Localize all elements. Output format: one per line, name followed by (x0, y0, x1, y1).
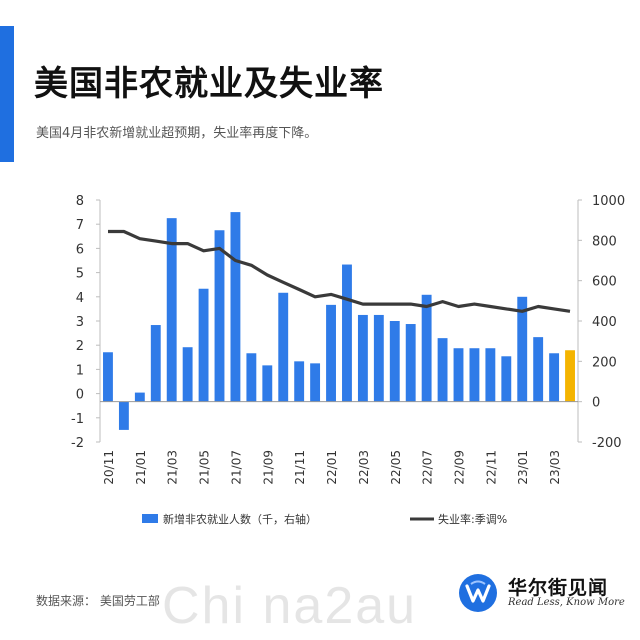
legend-bar-swatch (142, 514, 158, 523)
y-left-tick-label: 5 (76, 267, 84, 282)
y-right-tick-label: 400 (592, 315, 617, 330)
bar (310, 363, 321, 402)
bar (182, 347, 193, 402)
x-tick-label: 22/05 (389, 450, 403, 485)
bar (246, 353, 257, 402)
bar (198, 288, 209, 402)
legend-bar-label: 新增非农就业人数（千，右轴） (163, 512, 317, 526)
bar (166, 218, 177, 402)
bar (501, 356, 512, 402)
y-right-tick-label: 600 (592, 275, 617, 290)
bar (389, 321, 400, 402)
x-tick-label: 21/05 (198, 450, 212, 485)
y-right-tick-label: 200 (592, 355, 617, 370)
bar (549, 353, 560, 402)
y-left-tick-label: 4 (76, 291, 84, 306)
bar (118, 401, 129, 430)
data-source: 数据来源： 美国劳工部 (36, 594, 160, 608)
bar (278, 292, 289, 402)
x-tick-label: 23/01 (516, 450, 530, 485)
y-left-tick-label: 6 (76, 242, 84, 257)
x-tick-label: 21/01 (134, 450, 148, 485)
bar (342, 264, 352, 402)
brand-logo-icon (459, 574, 497, 612)
brand-slogan: Read Less, Know More (508, 597, 625, 608)
bar (103, 352, 113, 402)
y-left-tick-label: 8 (76, 194, 84, 209)
accent-bar (0, 26, 14, 162)
x-tick-label: 21/11 (293, 450, 307, 485)
x-tick-label: 22/01 (325, 450, 339, 485)
bar (421, 294, 432, 402)
y-left-tick-label: 0 (76, 388, 84, 403)
bar (565, 350, 575, 402)
x-tick-label: 20/11 (102, 450, 116, 485)
chart: -2 -1 0 1 2 3 4 5 6 7 8 -200 0 200 400 600 800 1000 20/11 2… (71, 194, 625, 526)
x-tick-label: 21/09 (261, 450, 275, 485)
watermark: Chi na2au (162, 577, 418, 635)
bar (294, 361, 305, 402)
x-tick-label: 21/03 (166, 450, 180, 485)
bar (437, 338, 448, 402)
y-left-tick-label: 1 (76, 363, 84, 378)
y-left-tick-label: -2 (71, 436, 84, 451)
x-tick-label: 22/07 (421, 450, 435, 485)
brand: 华尔街见闻 Read Less, Know More (458, 573, 630, 613)
y-right-tick-label: 800 (592, 234, 617, 249)
unemployment-line (108, 229, 571, 313)
bar (469, 348, 480, 402)
y-right-tick-label: 0 (592, 396, 600, 411)
bar (357, 314, 368, 402)
bar (326, 304, 336, 402)
x-tick-label: 22/09 (453, 450, 467, 485)
bar (453, 348, 464, 402)
bar (150, 325, 161, 402)
bar (134, 392, 145, 402)
bar (214, 230, 225, 402)
x-tick-label: 22/11 (484, 450, 498, 485)
y-left-tick-label: 3 (76, 315, 84, 330)
bar (373, 314, 384, 402)
x-tick-label: 23/03 (548, 450, 562, 485)
bar (533, 337, 544, 402)
x-tick-label: 21/07 (229, 450, 243, 485)
brand-name: 华尔街见闻 (508, 577, 609, 599)
y-left-tick-label: 7 (76, 218, 84, 233)
bar (405, 324, 416, 402)
legend-line-label: 失业率:季调% (438, 512, 507, 526)
y-right-tick-label: -200 (592, 436, 622, 451)
page-title: 美国非农就业及失业率 (34, 64, 384, 104)
bar (517, 296, 528, 402)
x-tick-label: 22/03 (357, 450, 371, 485)
y-left-tick-label: -1 (71, 412, 84, 427)
page-subtitle: 美国4月非农新增就业超预期，失业率再度下降。 (36, 126, 318, 141)
bar (230, 212, 241, 402)
y-left-tick-label: 2 (76, 339, 84, 354)
bar (262, 365, 273, 402)
y-right-tick-label: 1000 (592, 194, 625, 209)
bar (485, 348, 496, 402)
